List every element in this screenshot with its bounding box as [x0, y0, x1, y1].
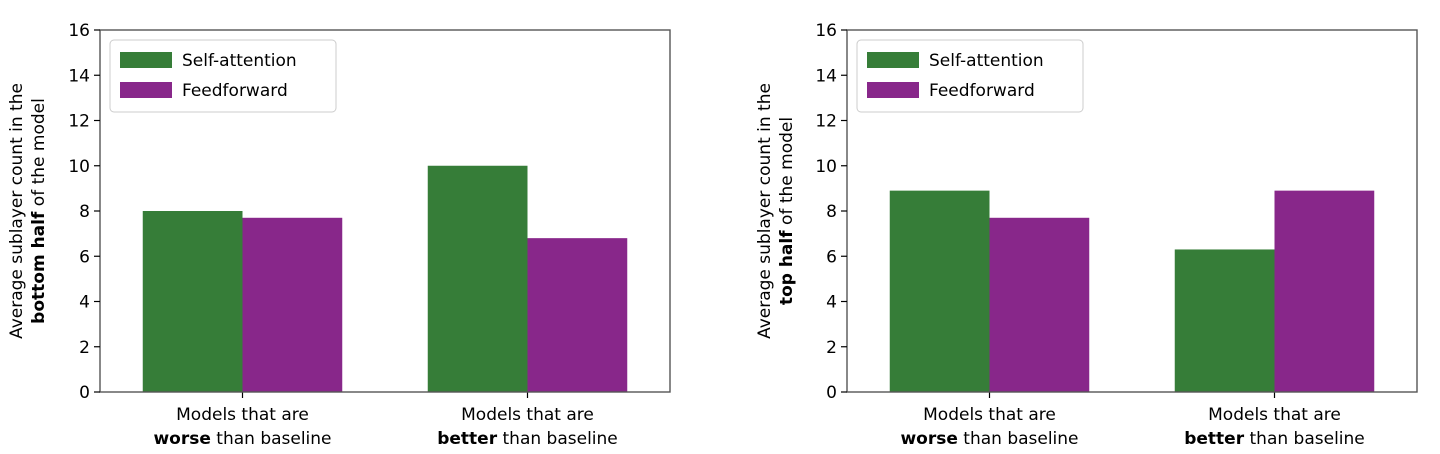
y-tick-label: 14	[68, 66, 90, 86]
y-tick-label: 8	[826, 202, 837, 222]
y-axis-label-line1: Average sublayer count in the	[755, 83, 775, 339]
bar-feedforward-0	[242, 217, 343, 392]
y-axis-label: Average sublayer count in the bottom half…	[7, 83, 49, 339]
y-tick-label: 14	[815, 66, 837, 86]
chart-panel-bottom-half: Models that are worse than baseline Models…	[7, 21, 671, 449]
legend-swatch	[120, 82, 172, 98]
y-tick-label: 4	[826, 293, 837, 313]
x-tick-label-line2: worse than baseline	[153, 429, 331, 449]
legend-label: Self-attention	[182, 51, 297, 71]
bar-self-attention-1	[1174, 249, 1275, 392]
legend-label: Feedforward	[929, 81, 1035, 101]
x-tick-label-line1: Models that are	[1208, 405, 1341, 425]
y-tick-label: 6	[79, 247, 90, 267]
y-tick-label: 16	[68, 21, 90, 41]
y-tick-label: 0	[79, 383, 90, 403]
legend-swatch	[867, 52, 919, 68]
y-axis-label-line1: Average sublayer count in the	[7, 83, 27, 339]
bar-feedforward-1	[527, 238, 628, 392]
y-tick-label: 16	[815, 21, 837, 41]
y-axis-label-line2: bottom half of the model	[29, 98, 49, 324]
legend-label: Feedforward	[182, 81, 288, 101]
y-tick-label: 2	[79, 338, 90, 358]
x-tick-label-line2: better than baseline	[437, 429, 618, 449]
y-tick-label: 6	[826, 247, 837, 267]
bar-feedforward-0	[989, 217, 1090, 392]
y-tick-label: 4	[79, 293, 90, 313]
legend-label: Self-attention	[929, 51, 1044, 71]
legend-swatch	[867, 82, 919, 98]
x-tick-label-line2: better than baseline	[1184, 429, 1365, 449]
bar-chart-bottom-half: Models that are worse than baseline Models…	[7, 21, 671, 449]
y-axis-label: Average sublayer count in the top half of…	[755, 83, 797, 339]
chart-panel-top-half: Models that are worse than baseline Models…	[720, 0, 1440, 454]
bar-self-attention-1	[427, 165, 528, 392]
bar-self-attention-0	[889, 190, 990, 392]
y-tick-label: 0	[826, 383, 837, 403]
legend-swatch	[120, 52, 172, 68]
y-tick-label: 8	[79, 202, 90, 222]
x-tick-label-line1: Models that are	[461, 405, 594, 425]
y-tick-label: 2	[826, 338, 837, 358]
x-tick-label-line2: worse than baseline	[900, 429, 1078, 449]
y-tick-label: 12	[815, 112, 837, 132]
y-tick-label: 10	[815, 157, 837, 177]
y-axis-label-line2: top half of the model	[777, 117, 797, 305]
bar-self-attention-0	[142, 211, 243, 392]
y-tick-label: 12	[68, 112, 90, 132]
y-tick-label: 10	[68, 157, 90, 177]
x-tick-label-line1: Models that are	[176, 405, 309, 425]
x-tick-label-line1: Models that are	[923, 405, 1056, 425]
bar-chart-top-half: Models that are worse than baseline Models…	[755, 21, 1418, 449]
bar-feedforward-1	[1274, 190, 1375, 392]
